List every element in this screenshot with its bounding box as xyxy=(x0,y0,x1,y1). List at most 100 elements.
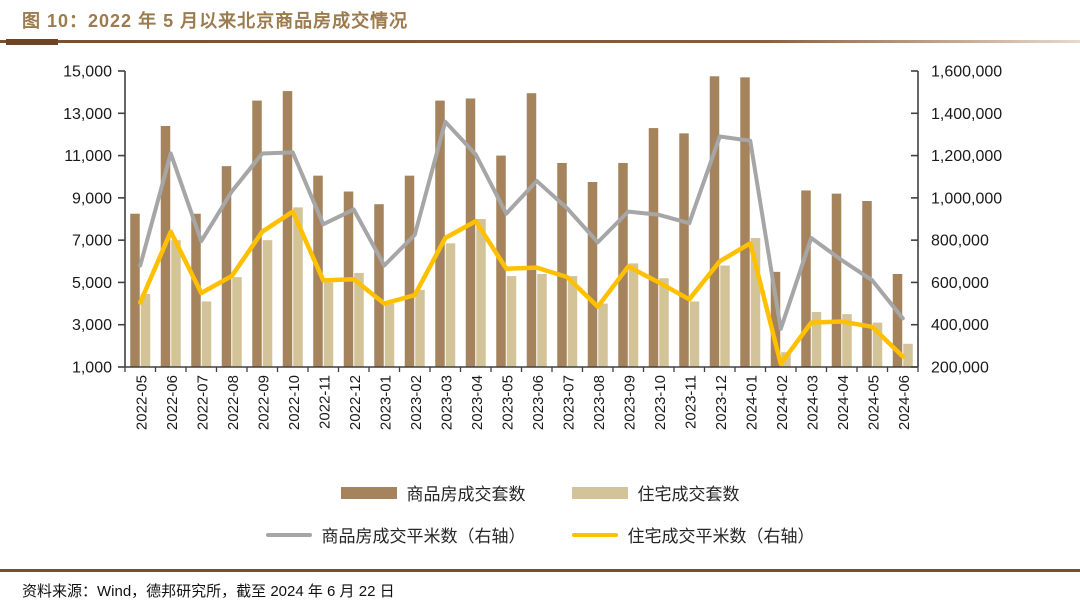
left-tick-label: 5,000 xyxy=(72,275,112,292)
bar-commodity xyxy=(374,204,384,367)
bar-residential xyxy=(232,277,242,367)
legend-item-residential-units[interactable]: 住宅成交套数 xyxy=(571,480,740,505)
x-category-label: 2023-03 xyxy=(438,375,455,430)
bar-commodity xyxy=(404,175,415,367)
bar-residential xyxy=(628,263,639,367)
bar-residential xyxy=(415,289,425,367)
legend-label-commodity-units: 商品房成交套数 xyxy=(406,485,526,504)
x-category-label: 2022-07 xyxy=(194,375,211,430)
bar-residential xyxy=(567,276,578,367)
x-category-label: 2023-08 xyxy=(591,375,608,430)
bar-residential xyxy=(537,273,547,367)
bar-commodity xyxy=(801,190,811,367)
x-category-label: 2023-05 xyxy=(499,375,516,430)
x-category-label: 2022-06 xyxy=(164,375,181,430)
bar-residential xyxy=(354,272,364,367)
right-tick-label: 1,200,000 xyxy=(931,148,1002,165)
bar-residential xyxy=(842,314,852,367)
bar-commodity xyxy=(465,98,476,367)
bar-commodity xyxy=(587,182,598,367)
left-tick-label: 9,000 xyxy=(72,190,112,207)
bar-commodity xyxy=(648,128,659,367)
x-category-label: 2022-10 xyxy=(286,375,303,430)
bar-commodity xyxy=(221,166,232,367)
x-category-label: 2023-04 xyxy=(469,375,486,430)
legend-row-bars: 商品房成交套数 住宅成交套数 xyxy=(327,480,754,505)
bar-residential xyxy=(659,278,669,367)
bar-commodity xyxy=(679,133,689,367)
x-category-label: 2023-07 xyxy=(560,375,577,430)
legend-row-lines: 商品房成交平米数（右轴） 住宅成交平米数（右轴） xyxy=(252,522,829,547)
residential-units-swatch xyxy=(571,486,628,499)
bar-commodity xyxy=(252,100,262,367)
bar-commodity xyxy=(892,273,903,367)
left-tick-label: 13,000 xyxy=(63,106,112,123)
bar-residential xyxy=(140,294,151,367)
residential-sqm-line-swatch xyxy=(571,532,618,537)
bar-commodity xyxy=(862,201,872,367)
bar-residential xyxy=(903,343,913,367)
bar-residential xyxy=(323,282,334,367)
right-tick-label: 1,400,000 xyxy=(931,106,1002,123)
right-tick-label: 800,000 xyxy=(931,233,989,250)
bar-commodity xyxy=(770,271,781,367)
legend-item-residential-sqm[interactable]: 住宅成交平米数（右轴） xyxy=(571,522,815,547)
x-category-label: 2023-12 xyxy=(713,375,730,430)
left-tick-label: 1,000 xyxy=(72,360,112,377)
x-category-label: 2024-01 xyxy=(743,375,760,430)
legend-item-commodity-units[interactable]: 商品房成交套数 xyxy=(340,480,526,505)
legend-label-residential-sqm: 住宅成交平米数（右轴） xyxy=(627,527,815,546)
bar-residential xyxy=(720,265,730,367)
x-category-label: 2024-06 xyxy=(896,375,913,430)
commodity-sqm-line-swatch xyxy=(265,532,312,537)
x-category-label: 2022-12 xyxy=(347,375,364,430)
line-residential-sqm xyxy=(138,209,905,367)
bar-residential xyxy=(750,238,761,367)
line-commodity-sqm xyxy=(138,119,905,331)
bar-residential xyxy=(262,240,273,367)
right-tick-label: 200,000 xyxy=(931,360,989,377)
legend-label-commodity-sqm: 商品房成交平米数（右轴） xyxy=(321,527,526,546)
bar-residential xyxy=(689,301,700,367)
x-category-label: 2024-04 xyxy=(835,375,852,430)
bar-commodity xyxy=(435,100,445,367)
right-tick-label: 1,000,000 xyxy=(931,190,1002,207)
x-category-label: 2024-02 xyxy=(774,375,791,430)
bar-residential xyxy=(384,303,395,367)
legend-item-commodity-sqm[interactable]: 商品房成交平米数（右轴） xyxy=(265,522,526,547)
right-tick-label: 1,600,000 xyxy=(931,64,1002,81)
x-category-label: 2022-11 xyxy=(316,375,333,429)
bar-commodity xyxy=(740,77,750,367)
left-tick-label: 7,000 xyxy=(72,233,112,250)
chart-legend: 商品房成交套数 住宅成交套数 商品房成交平米数（右轴） 住宅成交平米数（右轴） xyxy=(0,480,1080,547)
bar-residential xyxy=(171,240,181,367)
bar-commodity xyxy=(618,162,628,367)
x-category-label: 2023-02 xyxy=(408,375,425,430)
bar-commodity xyxy=(557,162,567,367)
left-tick-label: 3,000 xyxy=(72,317,112,334)
right-tick-label: 400,000 xyxy=(931,317,989,334)
bar-commodity xyxy=(831,193,842,367)
combo-chart-plot: 1,000 3,000 5,000 7,000 9,000 11,000 13,000 15,… xyxy=(63,64,1002,431)
bar-residential xyxy=(872,322,883,367)
x-category-label: 2023-10 xyxy=(652,375,669,430)
bar-commodity xyxy=(282,91,293,368)
left-tick-label: 15,000 xyxy=(63,64,112,81)
title-underline-tab xyxy=(6,39,58,45)
title-underline-rule xyxy=(0,40,1080,43)
x-category-label: 2022-08 xyxy=(225,375,242,430)
bar-residential xyxy=(476,219,486,367)
x-category-label: 2023-09 xyxy=(621,375,638,430)
bar-commodity xyxy=(709,76,720,368)
bar-residential xyxy=(201,301,212,367)
legend-label-residential-units: 住宅成交套数 xyxy=(637,485,740,504)
x-category-label: 2023-06 xyxy=(530,375,547,430)
bar-residential xyxy=(598,303,608,367)
x-category-label: 2023-11 xyxy=(682,375,699,429)
right-tick-label: 600,000 xyxy=(931,275,989,292)
x-category-label: 2023-01 xyxy=(377,375,394,430)
x-category-label: 2024-03 xyxy=(804,375,821,430)
x-category-label: 2022-09 xyxy=(255,375,272,430)
bar-residential xyxy=(445,243,456,367)
left-tick-label: 11,000 xyxy=(64,148,112,165)
